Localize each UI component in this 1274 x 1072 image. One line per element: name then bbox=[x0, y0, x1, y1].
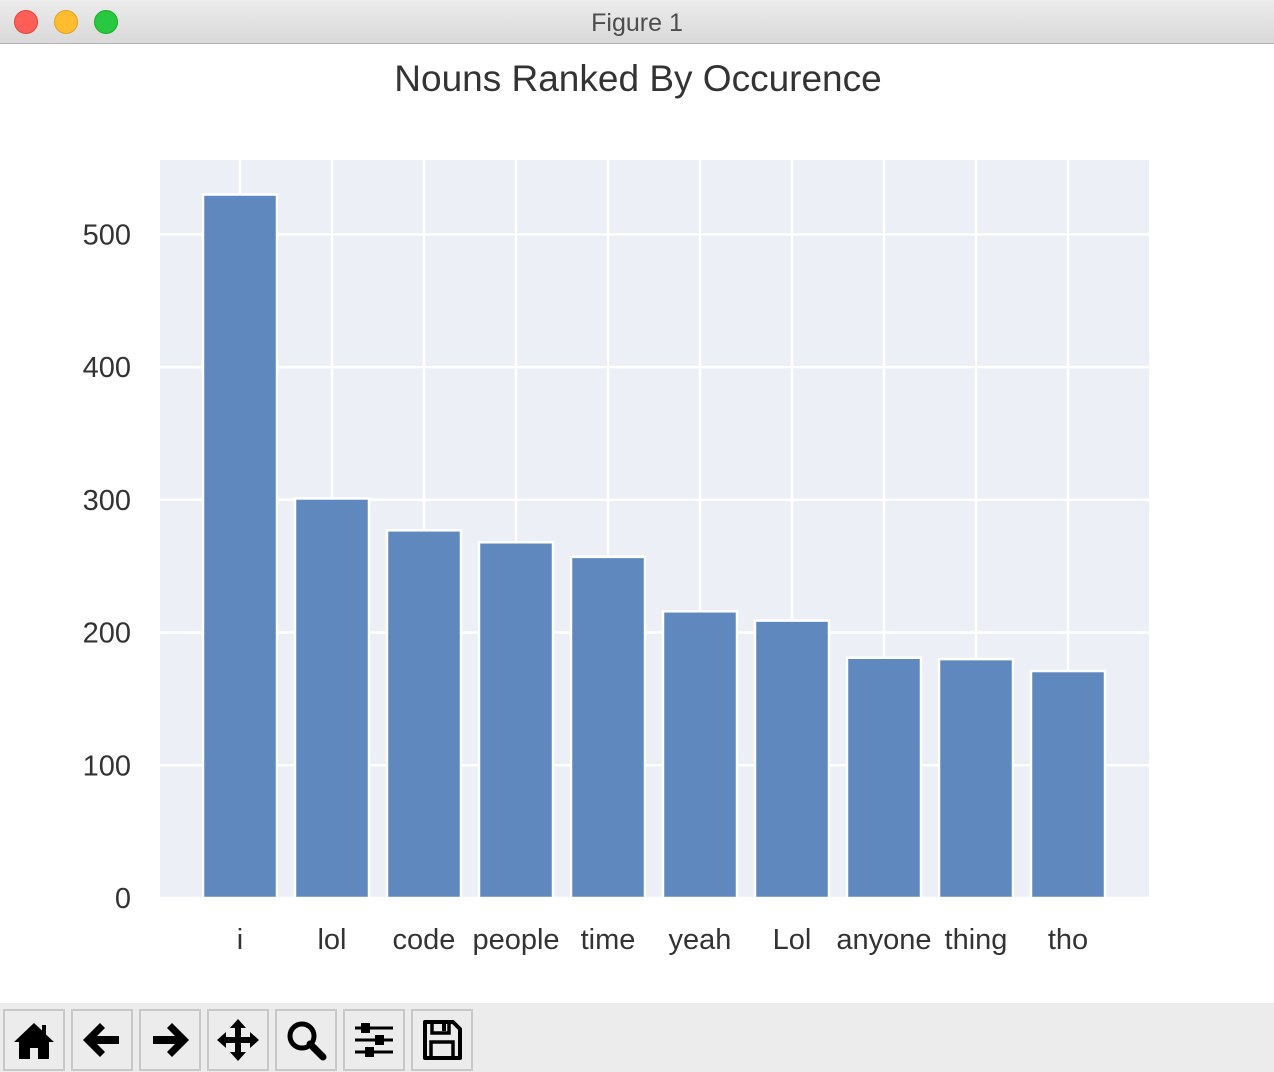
zoom-button[interactable] bbox=[275, 1009, 337, 1071]
x-tick-label: time bbox=[581, 924, 636, 956]
x-tick-label: yeah bbox=[669, 924, 732, 956]
maximize-window-button[interactable] bbox=[94, 10, 118, 34]
chart-title: Nouns Ranked By Occurence bbox=[394, 58, 881, 99]
pan-icon bbox=[217, 1019, 259, 1061]
home-icon bbox=[14, 1023, 54, 1059]
y-tick-label: 0 bbox=[115, 883, 131, 915]
x-tick-label: thing bbox=[945, 924, 1008, 956]
window-title: Figure 1 bbox=[591, 9, 683, 37]
x-tick-label: Lol bbox=[773, 924, 812, 956]
bar-yeah bbox=[661, 610, 739, 900]
y-tick-label: 100 bbox=[83, 750, 131, 782]
x-tick-label: tho bbox=[1048, 924, 1088, 956]
bar-anyone bbox=[845, 656, 923, 900]
figure-canvas: Nouns Ranked By Occurence 0 100 200 300 400 5… bbox=[0, 44, 1274, 1003]
configure-subplots-button[interactable] bbox=[343, 1009, 405, 1071]
save-button[interactable] bbox=[411, 1009, 473, 1071]
x-axis-tick-labels: i lol code people time yeah Lol anyone thing tho bbox=[237, 924, 1088, 956]
forward-arrow-icon bbox=[153, 1023, 189, 1057]
x-tick-label: anyone bbox=[836, 924, 931, 956]
bar-lol bbox=[293, 497, 371, 900]
zoom-icon bbox=[287, 1021, 327, 1061]
y-axis-tick-labels: 0 100 200 300 400 500 bbox=[83, 219, 131, 915]
bars bbox=[201, 193, 1107, 900]
x-tick-label: i bbox=[237, 924, 243, 956]
forward-button[interactable] bbox=[139, 1009, 201, 1071]
x-tick-label: lol bbox=[317, 924, 346, 956]
bar-code bbox=[385, 529, 463, 900]
window-titlebar: Figure 1 bbox=[0, 0, 1274, 44]
bar-i bbox=[201, 193, 279, 900]
close-window-button[interactable] bbox=[14, 10, 38, 34]
y-tick-label: 300 bbox=[83, 485, 131, 517]
back-arrow-icon bbox=[83, 1023, 119, 1057]
configure-subplots-icon bbox=[355, 1023, 393, 1057]
navigation-toolbar bbox=[0, 1003, 1274, 1072]
bar-thing bbox=[937, 657, 1015, 900]
bar-chart: Nouns Ranked By Occurence 0 100 200 300 400 5… bbox=[83, 58, 1149, 956]
y-tick-label: 400 bbox=[83, 352, 131, 384]
minimize-window-button[interactable] bbox=[54, 10, 78, 34]
bar-people bbox=[477, 541, 555, 900]
y-tick-label: 500 bbox=[83, 219, 131, 251]
x-tick-label: people bbox=[472, 924, 559, 956]
x-tick-label: code bbox=[393, 924, 456, 956]
home-button[interactable] bbox=[3, 1009, 65, 1071]
save-icon bbox=[423, 1020, 462, 1060]
bar-tho bbox=[1029, 669, 1107, 900]
back-button[interactable] bbox=[71, 1009, 133, 1071]
pan-button[interactable] bbox=[207, 1009, 269, 1071]
y-tick-label: 200 bbox=[83, 618, 131, 650]
bar-time bbox=[569, 555, 647, 900]
bar-lol bbox=[753, 619, 831, 900]
